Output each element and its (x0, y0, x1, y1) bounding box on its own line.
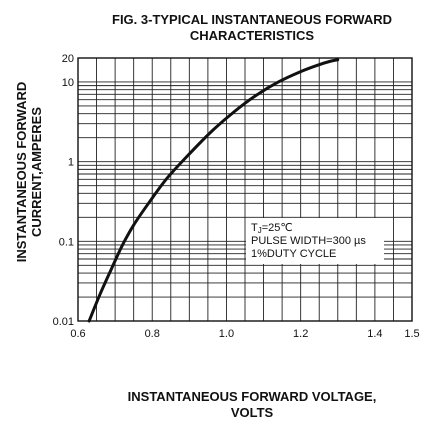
y-tick-label: 0.1 (59, 236, 74, 248)
plot-frame (77, 57, 413, 322)
annotation-pulse-width: PULSE WIDTH=300 µs (251, 235, 366, 247)
annotation-duty-cycle: 1%DUTY CYCLE (251, 248, 336, 260)
x-axis-label: INSTANTANEOUS FORWARD VOLTAGE, VOLTS (60, 389, 444, 421)
annotation-background (246, 218, 384, 264)
conditions-annotation: TJ=25℃ PULSE WIDTH=300 µs 1%DUTY CYCLE (246, 218, 384, 264)
y-tick-label: 20 (62, 53, 74, 65)
x-tick-label: 1.2 (293, 328, 308, 340)
chart-title-line-2: CHARACTERISTICS (189, 28, 315, 43)
y-tick-label: 1 (68, 157, 74, 169)
chart-title-line-1: FIG. 3-TYPICAL INSTANTANEOUS FORWARD (112, 12, 392, 27)
chart-title: FIG. 3-TYPICAL INSTANTANEOUS FORWARD CHA… (60, 12, 444, 44)
x-tick-label: 1.5 (404, 328, 419, 340)
y-tick-label: 0.01 (53, 316, 74, 328)
grid (78, 58, 412, 321)
x-axis-label-line-1: INSTANTANEOUS FORWARD VOLTAGE, (127, 389, 377, 404)
x-tick-label: 1.0 (219, 328, 234, 340)
x-tick-label: 0.6 (70, 328, 85, 340)
y-tick-label: 10 (62, 77, 74, 89)
x-tick-label: 0.8 (145, 328, 160, 340)
annotation-junction-temp: TJ=25℃ (251, 222, 293, 235)
x-tick-label: 1.4 (367, 328, 382, 340)
x-axis-label-line-2: VOLTS (230, 405, 274, 420)
tick-labels: 0.6 0.8 1.0 1.2 1.4 1.5 0.01 0.1 1 10 20 (53, 53, 420, 340)
forward-characteristic-curve (87, 58, 340, 323)
